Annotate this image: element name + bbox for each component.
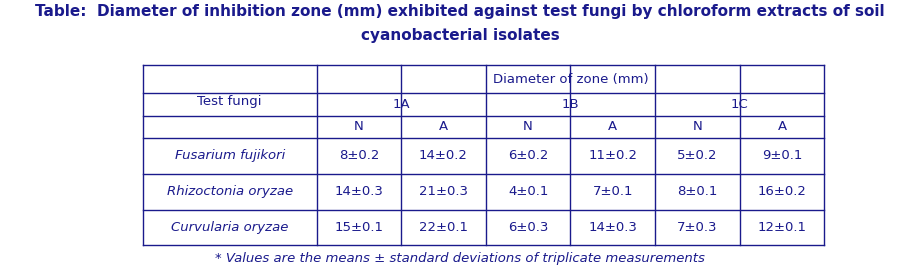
- Text: 14±0.3: 14±0.3: [587, 221, 637, 234]
- Text: 14±0.3: 14±0.3: [334, 185, 383, 198]
- Text: 12±0.1: 12±0.1: [756, 221, 806, 234]
- Text: 8±0.2: 8±0.2: [338, 149, 379, 162]
- Text: 9±0.1: 9±0.1: [761, 149, 801, 162]
- Text: 1A: 1A: [391, 98, 410, 111]
- Text: Test fungi: Test fungi: [198, 95, 262, 108]
- Text: 7±0.3: 7±0.3: [676, 221, 717, 234]
- Text: N: N: [354, 120, 363, 133]
- Text: 21±0.3: 21±0.3: [418, 185, 468, 198]
- Text: 5±0.2: 5±0.2: [676, 149, 717, 162]
- Text: Rhizoctonia oryzae: Rhizoctonia oryzae: [166, 185, 292, 198]
- Text: N: N: [692, 120, 701, 133]
- Text: A: A: [607, 120, 617, 133]
- Text: 7±0.1: 7±0.1: [592, 185, 632, 198]
- Text: Diameter of zone (mm): Diameter of zone (mm): [492, 73, 648, 86]
- Text: 11±0.2: 11±0.2: [587, 149, 637, 162]
- Text: 6±0.3: 6±0.3: [507, 221, 548, 234]
- Text: 6±0.2: 6±0.2: [507, 149, 548, 162]
- Text: Curvularia oryzae: Curvularia oryzae: [171, 221, 288, 234]
- Text: A: A: [438, 120, 448, 133]
- Text: * Values are the means ± standard deviations of triplicate measurements: * Values are the means ± standard deviat…: [215, 252, 704, 265]
- Text: 15±0.1: 15±0.1: [334, 221, 383, 234]
- Text: 8±0.1: 8±0.1: [676, 185, 717, 198]
- Text: Fusarium fujikori: Fusarium fujikori: [175, 149, 285, 162]
- Text: 1B: 1B: [561, 98, 579, 111]
- Text: cyanobacterial isolates: cyanobacterial isolates: [360, 28, 559, 43]
- Text: A: A: [777, 120, 786, 133]
- Text: 14±0.2: 14±0.2: [418, 149, 468, 162]
- Text: N: N: [523, 120, 532, 133]
- Text: 22±0.1: 22±0.1: [418, 221, 468, 234]
- Text: 1C: 1C: [730, 98, 748, 111]
- Text: 4±0.1: 4±0.1: [507, 185, 548, 198]
- Text: Table:  Diameter of inhibition zone (mm) exhibited against test fungi by chlorof: Table: Diameter of inhibition zone (mm) …: [35, 4, 884, 19]
- Text: 16±0.2: 16±0.2: [756, 185, 806, 198]
